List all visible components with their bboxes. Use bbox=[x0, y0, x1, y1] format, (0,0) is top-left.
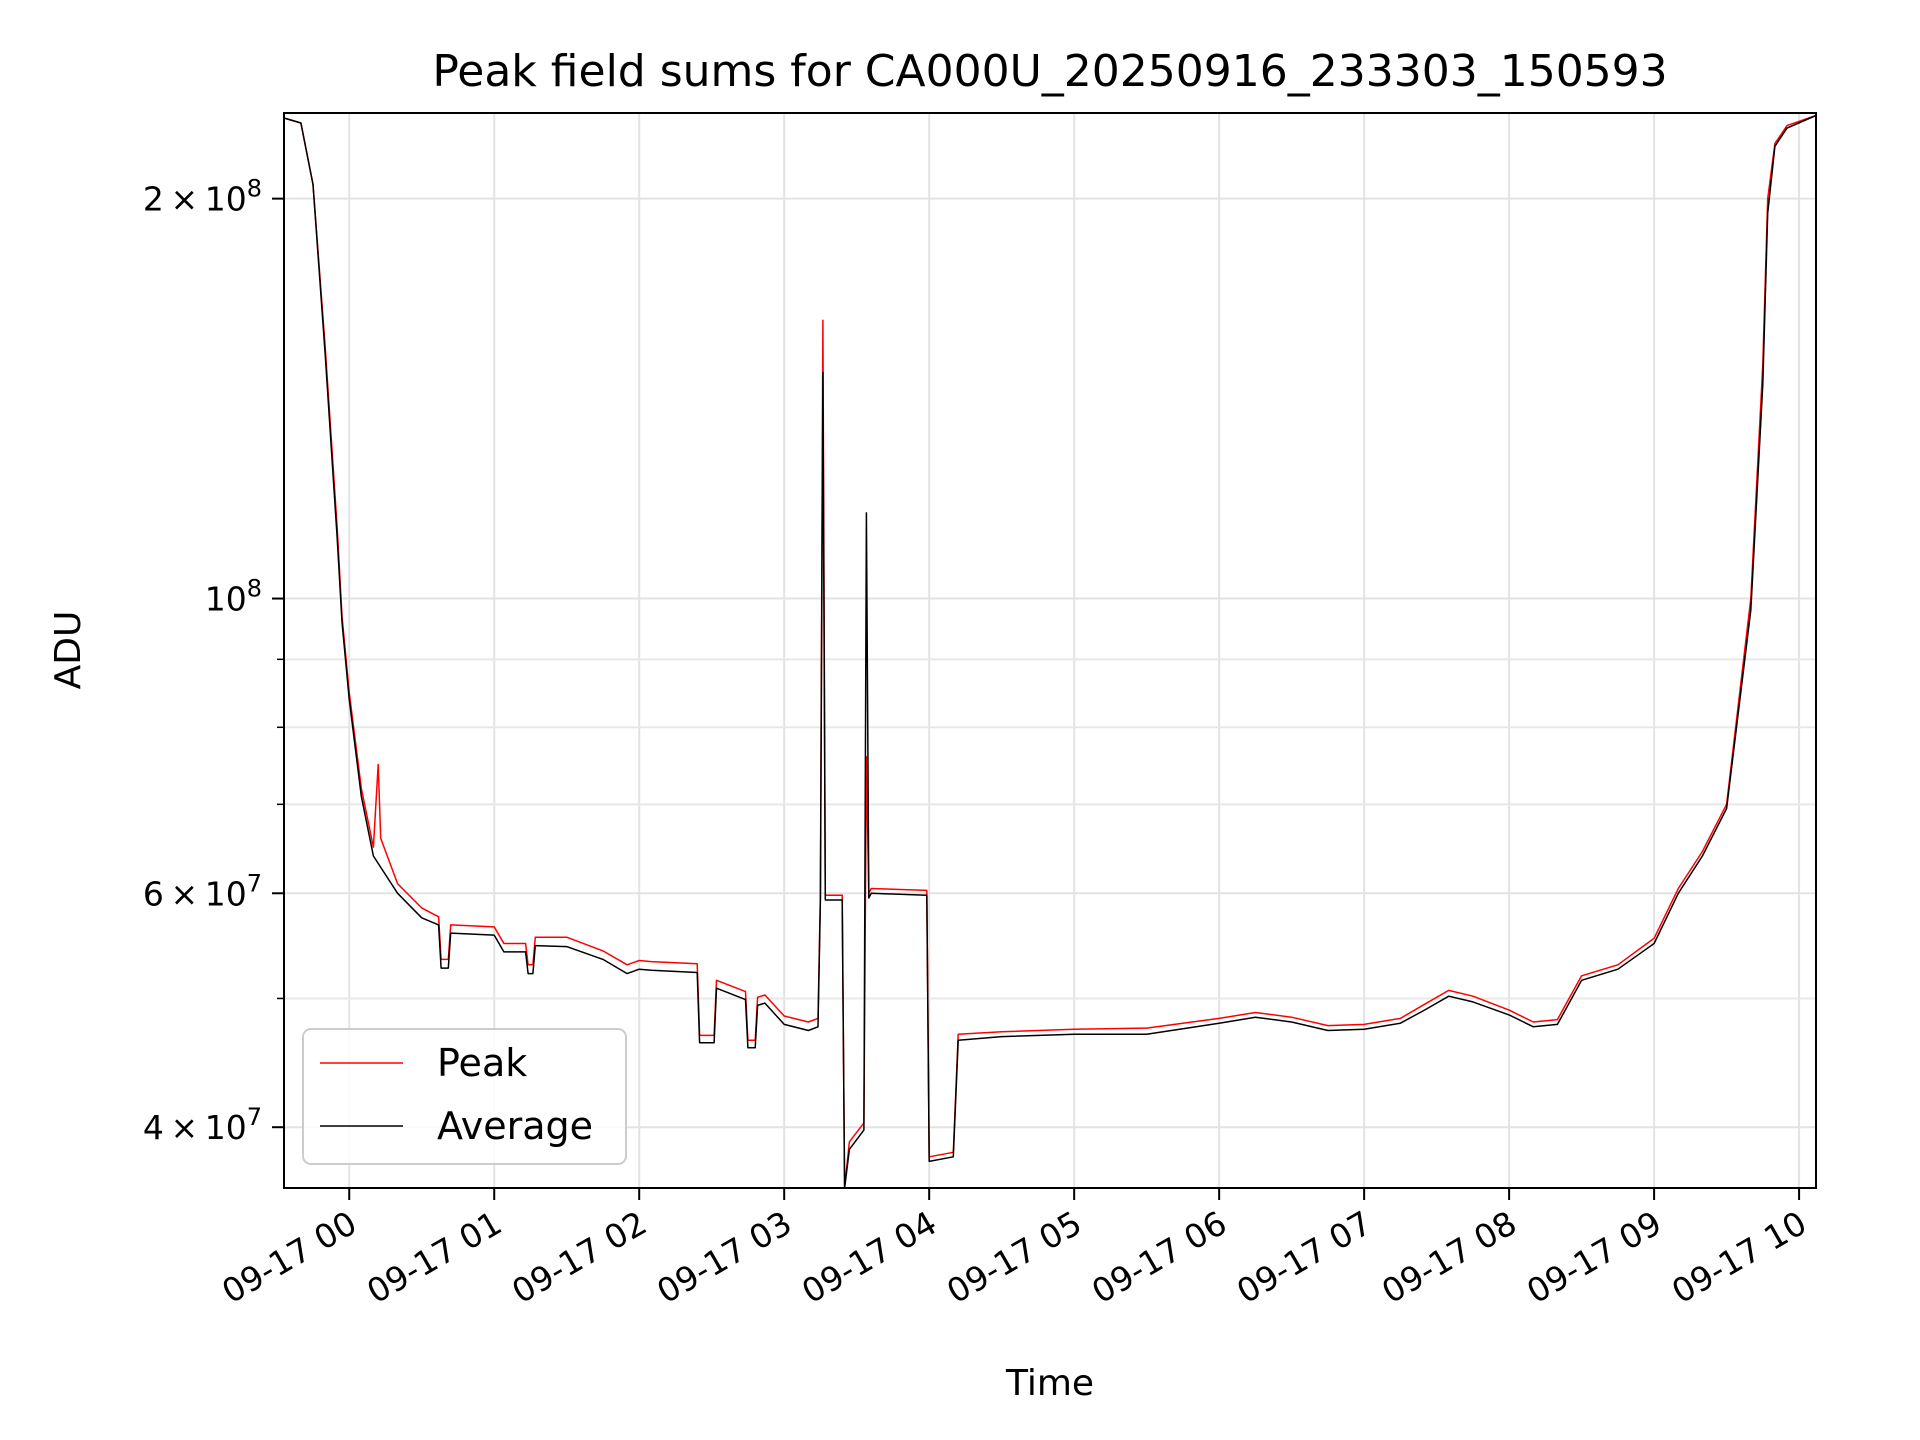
y-tick-label: 4 × 107 bbox=[143, 1103, 262, 1147]
x-tick-label: 09-17 01 bbox=[360, 1203, 508, 1311]
y-tick-label: 2 × 108 bbox=[143, 175, 262, 219]
x-tick-label: 09-17 05 bbox=[940, 1203, 1088, 1311]
series-layer bbox=[283, 114, 1817, 1189]
legend: Peak Average bbox=[302, 1028, 627, 1165]
x-tick-label: 09-17 09 bbox=[1520, 1203, 1668, 1311]
grid-layer bbox=[284, 113, 1816, 1188]
y-tick-label: 6 × 107 bbox=[143, 869, 262, 913]
series-line-average bbox=[283, 114, 1817, 1189]
x-tick-label: 09-17 02 bbox=[505, 1203, 653, 1311]
x-tick-label: 09-17 08 bbox=[1375, 1203, 1523, 1311]
x-tick-label: 09-17 06 bbox=[1085, 1203, 1233, 1311]
y-tick-label: 108 bbox=[205, 575, 262, 619]
x-tick-label: 09-17 03 bbox=[650, 1203, 798, 1311]
plot-frame bbox=[283, 112, 1817, 1189]
x-tick-label: 09-17 10 bbox=[1665, 1203, 1813, 1311]
chart-title: Peak field sums for CA000U_20250916_2333… bbox=[432, 46, 1667, 97]
x-axis-label: Time bbox=[1005, 1363, 1094, 1404]
legend-label-average: Average bbox=[437, 1104, 593, 1148]
x-tick-label: 09-17 00 bbox=[215, 1203, 363, 1311]
series-line-peak bbox=[283, 114, 1817, 1189]
y-axis-label: ADU bbox=[48, 611, 89, 690]
x-tick-label: 09-17 07 bbox=[1230, 1203, 1378, 1311]
x-tick-label: 09-17 04 bbox=[795, 1203, 943, 1311]
legend-label-peak: Peak bbox=[437, 1041, 527, 1085]
